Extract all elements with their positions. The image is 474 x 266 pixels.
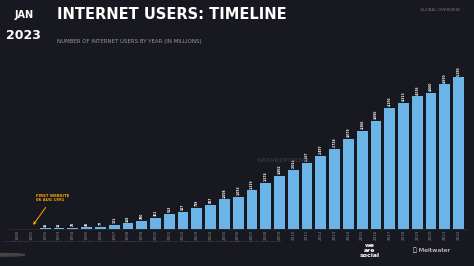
Text: 25: 25 — [71, 222, 75, 226]
Text: DATAREPORTAL: DATAREPORTAL — [257, 157, 311, 163]
Bar — [164, 214, 175, 229]
Text: 2,024: 2,024 — [292, 158, 295, 168]
Text: 2,267: 2,267 — [305, 151, 309, 161]
Bar — [178, 212, 189, 229]
Text: 10: 10 — [43, 222, 47, 227]
Text: 2023: 2023 — [6, 30, 41, 42]
Bar — [329, 149, 340, 229]
Text: we
are
social: we are social — [360, 243, 380, 257]
Text: GLOBAL OVERVIEW: GLOBAL OVERVIEW — [420, 8, 460, 12]
Text: 77: 77 — [99, 221, 102, 225]
Text: 5,190: 5,190 — [456, 66, 461, 76]
Text: 361: 361 — [154, 210, 157, 217]
Bar — [150, 218, 161, 229]
Bar — [426, 93, 437, 229]
Text: 3,696: 3,696 — [374, 110, 378, 119]
Text: 817: 817 — [209, 197, 213, 203]
Bar — [301, 163, 312, 229]
Text: 188: 188 — [126, 215, 130, 222]
Text: 1,093: 1,093 — [236, 185, 240, 195]
Text: JAN: JAN — [14, 10, 33, 20]
Text: INTERNET USERS: TIMELINE: INTERNET USERS: TIMELINE — [57, 7, 286, 22]
Bar — [246, 190, 257, 229]
Bar — [412, 97, 423, 229]
Bar — [137, 221, 147, 229]
Text: 4,313: 4,313 — [401, 92, 406, 101]
Text: 14: 14 — [57, 222, 61, 227]
Bar — [371, 121, 381, 229]
Bar — [288, 170, 299, 229]
Text: NUMBER OF INTERNET USERS BY YEAR (IN MILLIONS): NUMBER OF INTERNET USERS BY YEAR (IN MIL… — [57, 39, 201, 44]
Bar — [40, 228, 51, 229]
Text: 4,536: 4,536 — [415, 85, 419, 95]
Bar — [384, 107, 395, 229]
Circle shape — [0, 253, 25, 256]
Bar — [67, 228, 78, 229]
Text: 121: 121 — [112, 217, 116, 223]
Text: 2,497: 2,497 — [319, 144, 323, 154]
Bar — [439, 84, 450, 229]
Text: 587: 587 — [181, 203, 185, 210]
Bar — [233, 197, 244, 229]
Text: 1,574: 1,574 — [264, 172, 268, 181]
Bar — [343, 139, 354, 229]
Bar — [81, 227, 92, 229]
Text: FIRST WEBSITE
06 AUG 1991: FIRST WEBSITE 06 AUG 1991 — [34, 194, 69, 224]
Bar — [109, 225, 119, 229]
Text: 45: 45 — [85, 222, 89, 226]
Bar — [54, 228, 64, 229]
Text: 2,728: 2,728 — [333, 138, 337, 147]
Bar — [219, 199, 230, 229]
Text: 280: 280 — [140, 213, 144, 219]
Bar — [95, 227, 106, 229]
Text: 4,950: 4,950 — [443, 73, 447, 83]
Text: SOURCES: NETCRAFT, ITU, GSMA INTELLIGENCE, EUROSTAT, WORLD BANK, GOOGLE'S ADVERT: SOURCES: NETCRAFT, ITU, GSMA INTELLIGENC… — [5, 240, 281, 242]
Text: 3,366: 3,366 — [360, 119, 364, 129]
Bar — [453, 77, 464, 229]
Bar — [260, 183, 271, 229]
Bar — [123, 223, 133, 229]
Bar — [398, 103, 409, 229]
Bar — [274, 176, 285, 229]
Text: 1,008: 1,008 — [222, 188, 227, 198]
Bar — [191, 208, 202, 229]
Bar — [205, 205, 216, 229]
Bar — [316, 156, 326, 229]
Text: 4,156: 4,156 — [388, 96, 392, 106]
Text: 513: 513 — [167, 206, 171, 212]
Text: 1,802: 1,802 — [277, 165, 282, 174]
Text: 719: 719 — [195, 200, 199, 206]
Text: 1,319: 1,319 — [250, 179, 254, 189]
Text: 4,660: 4,660 — [429, 82, 433, 91]
Text: 3,079: 3,079 — [346, 128, 350, 137]
Bar — [357, 131, 367, 229]
Text: ⓞ Meltwater: ⓞ Meltwater — [413, 247, 450, 253]
